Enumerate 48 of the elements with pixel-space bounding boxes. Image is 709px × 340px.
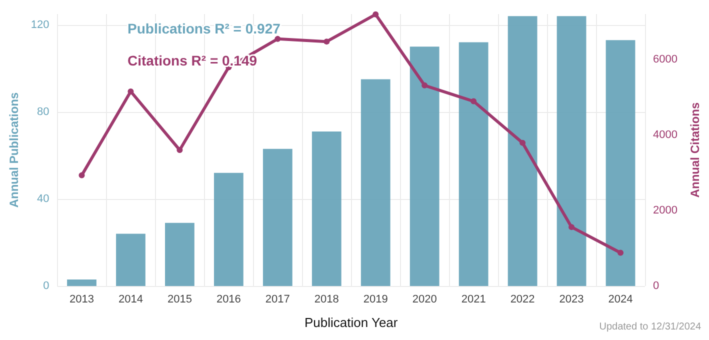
y2-tick-label: 4000 — [653, 128, 678, 141]
bar — [67, 279, 96, 286]
point — [520, 140, 526, 146]
point — [470, 98, 477, 104]
y-tick-label: 80 — [37, 106, 50, 118]
point — [324, 38, 330, 45]
point — [618, 250, 624, 256]
bar — [165, 222, 194, 286]
y2-axis-title: Annual Citations — [688, 102, 702, 198]
point — [372, 11, 379, 18]
x-tick-label: 2023 — [559, 294, 584, 306]
point — [176, 147, 183, 153]
point — [78, 172, 85, 178]
y2-tick-label: 6000 — [653, 53, 678, 66]
bar — [116, 234, 146, 286]
bar — [214, 172, 244, 286]
x-tick-label: 2016 — [216, 294, 241, 306]
x-tick-label: 2013 — [70, 294, 94, 306]
x-tick-label: 2014 — [118, 294, 143, 306]
bar — [360, 79, 390, 286]
point — [422, 82, 428, 88]
bar — [606, 40, 636, 286]
y-tick-label: 40 — [37, 192, 50, 205]
bar — [458, 42, 488, 286]
point — [128, 88, 134, 94]
y-tick-label: 0 — [43, 280, 50, 292]
x-tick-label: 2021 — [461, 294, 486, 306]
x-tick-label: 2019 — [363, 294, 388, 306]
annotation: Publications R² = 0.927 — [128, 20, 281, 36]
x-tick-label: 2018 — [314, 294, 339, 306]
bar — [508, 16, 538, 286]
x-tick-label: 2015 — [167, 294, 192, 306]
y2-tick-label: 0 — [653, 280, 660, 292]
point — [274, 36, 281, 42]
x-tick-label: 2017 — [265, 294, 290, 306]
bar — [312, 132, 342, 286]
y2-tick-label: 2000 — [653, 204, 678, 216]
text: Updated to 12/31/2024 — [599, 322, 702, 332]
bar — [556, 16, 586, 286]
x-tick-label: 2020 — [412, 294, 437, 306]
x-tick-label: 2024 — [608, 294, 633, 306]
point — [568, 224, 575, 230]
x-tick-label: 2022 — [510, 294, 535, 306]
x-axis-title: Publication Year — [304, 315, 398, 330]
bar — [262, 148, 292, 286]
y-axis-title: Annual Publications — [7, 92, 21, 208]
bar — [410, 46, 440, 286]
y-tick-label: 120 — [30, 18, 50, 31]
